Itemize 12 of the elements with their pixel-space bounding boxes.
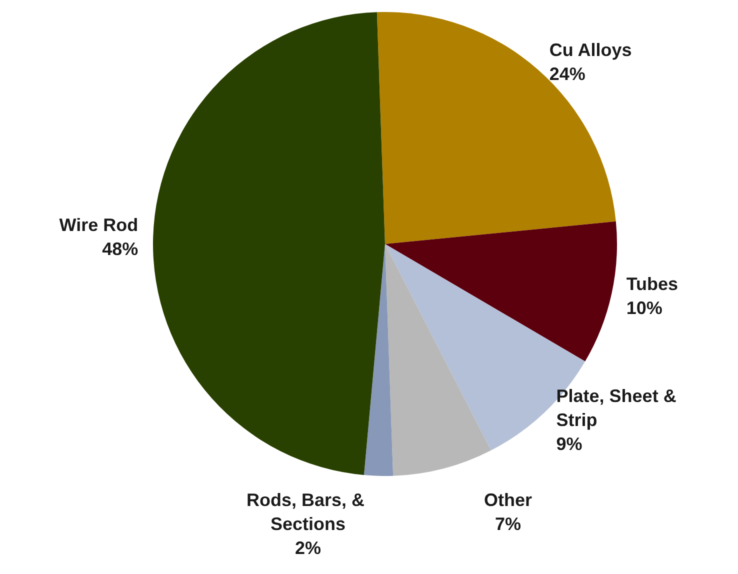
slice-label: Tubes xyxy=(626,274,678,294)
data-label: 2% xyxy=(294,538,322,558)
slice-label: Plate, Sheet & Strip xyxy=(556,386,682,430)
data-label: 24% xyxy=(549,64,586,84)
data-label: 9% xyxy=(556,434,582,454)
slice-label: Wire Rod xyxy=(59,215,138,236)
data-label: 7% xyxy=(494,514,522,534)
slice-label: Other xyxy=(484,490,532,510)
data-label: 10% xyxy=(626,298,662,318)
slice-label: Cu Alloys xyxy=(549,40,632,60)
slice-label: Rods, Bars, & Sections xyxy=(246,490,370,534)
data-label: 48% xyxy=(102,239,138,260)
